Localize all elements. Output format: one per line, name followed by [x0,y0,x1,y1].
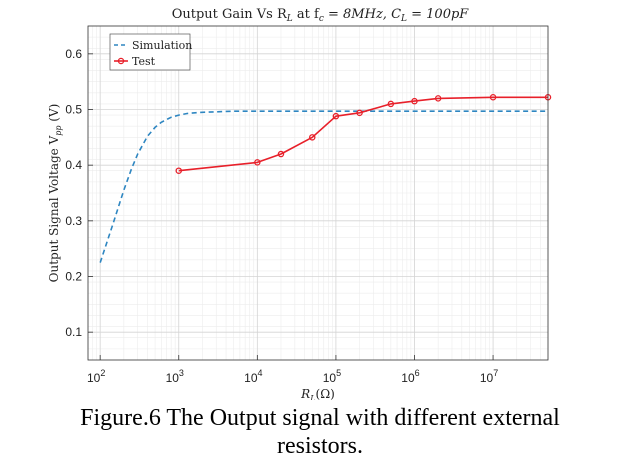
data-point-test [277,150,285,158]
data-point-test [309,134,316,141]
y-tick-label: 0.5 [65,103,82,117]
legend-simulation-label: Simulation [132,39,192,52]
chart: Output Gain Vs RL at fc = 8MHz, CL = 100… [47,7,552,400]
y-tick-label: 0.1 [65,325,82,339]
data-point-test [434,95,442,102]
caption-line-2: resistors. [277,433,363,459]
chart-title: Output Gain Vs RL at fc = 8MHz, CL = 100… [172,7,470,24]
data-point-test [254,159,261,166]
figure-caption: Figure.6 The Output signal with differen… [0,404,640,460]
x-tick-label: 107 [480,368,498,385]
x-axis-label: RL(Ω) [300,387,335,400]
data-point-test [411,97,418,105]
x-tick-label: 103 [166,368,184,385]
plot-frame [87,25,549,361]
series-line-simulation [99,110,548,263]
y-tick-label: 0.3 [65,214,82,228]
data-point-test [489,94,497,101]
x-tick-label: 106 [401,368,419,385]
y-tick-label: 0.4 [65,158,82,172]
series-line-test [178,96,548,172]
legend-box [109,33,191,71]
data-point-test [332,112,340,120]
grid [87,25,549,361]
legend: Simulation Test [109,33,192,71]
y-tick-label: 0.2 [65,270,82,284]
legend-test-marker [117,57,125,65]
legend-test-label: Test [132,55,156,68]
ticks: 102 103 104 105 106 107 0.1 0.2 0.3 0.4 0.5 0.6 [65,47,498,385]
y-axis-label: Output Signal Voltage Vpp (V) [47,104,63,283]
x-tick-label: 104 [244,368,262,385]
caption-line-1: Figure.6 The Output signal with differen… [80,405,560,431]
x-tick-label: 105 [323,368,341,385]
data-point-test [175,167,183,174]
y-tick-label: 0.6 [65,47,82,61]
x-tick-label: 102 [87,368,105,385]
data-point-test [387,100,395,108]
data-point-test [356,109,363,117]
